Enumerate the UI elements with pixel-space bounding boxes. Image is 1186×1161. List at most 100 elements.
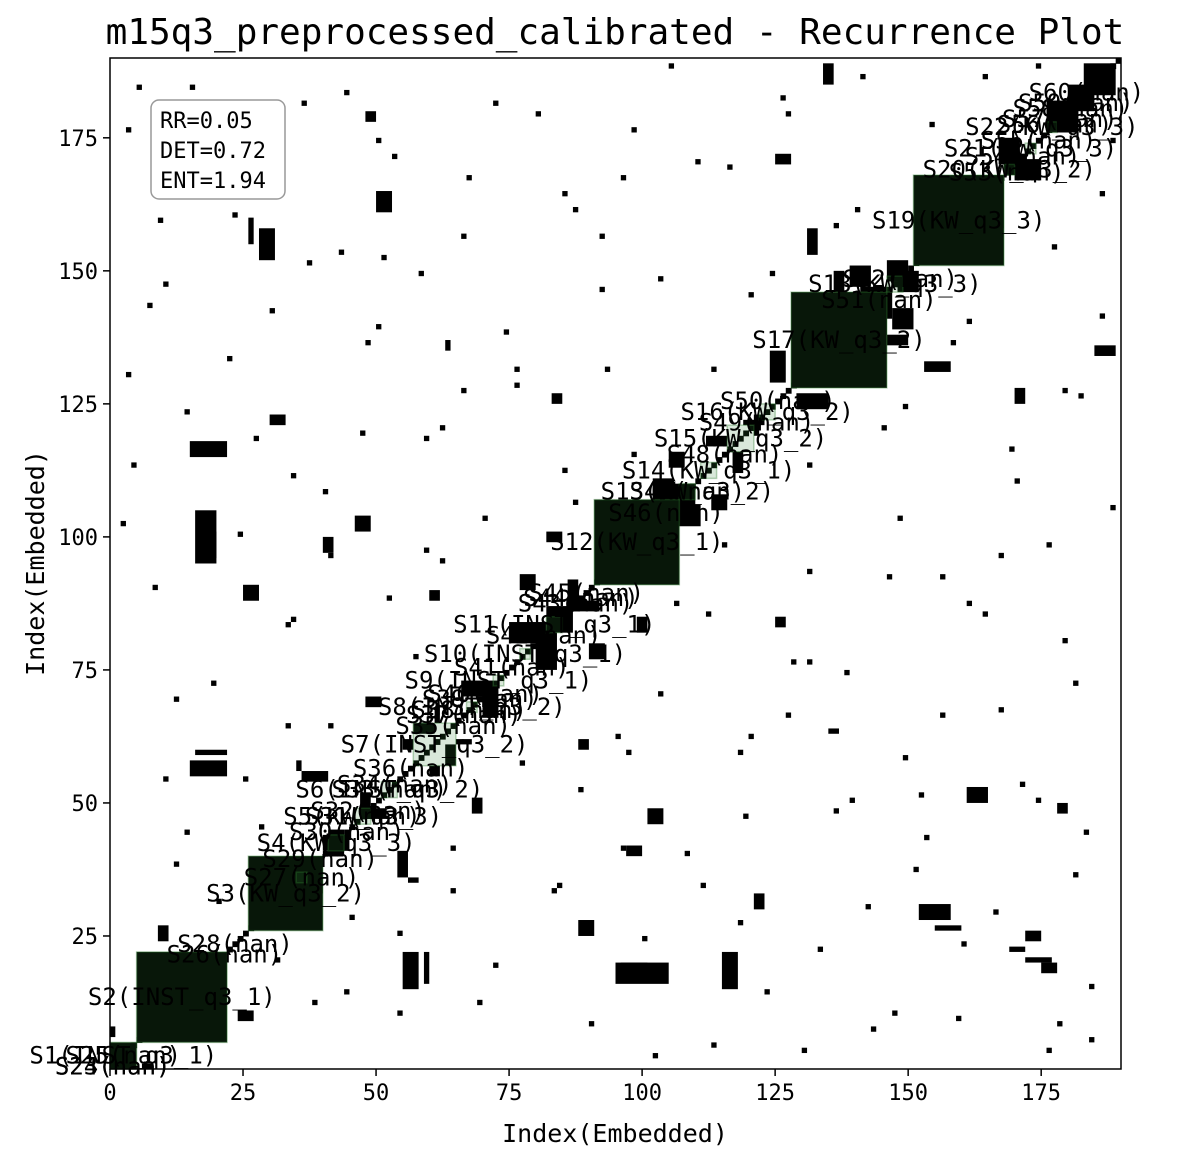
- recurrence-point: [881, 425, 887, 431]
- recurrence-point: [791, 659, 797, 665]
- recurrence-block: [551, 393, 563, 404]
- recurrence-block: [296, 909, 313, 921]
- recurrence-point: [301, 100, 307, 106]
- recurrence-block: [1009, 946, 1026, 952]
- x-tick-label: 50: [363, 1081, 390, 1106]
- recurrence-point: [1051, 244, 1058, 250]
- recurrence-diagonal-point: [370, 802, 377, 809]
- segment-label: S2(INST_q3_1): [88, 983, 276, 1011]
- y-tick-label: 75: [72, 659, 99, 684]
- recurrence-point: [514, 366, 520, 372]
- recurrence-diagonal-point: [1030, 143, 1037, 149]
- recurrence-block: [705, 435, 728, 447]
- segment-label: S23(nan): [55, 1052, 171, 1080]
- plot-frame: [109, 57, 1122, 1070]
- recurrence-point: [1083, 829, 1090, 835]
- recurrence-diagonal-point: [737, 435, 744, 442]
- recurrence-point: [918, 792, 925, 798]
- segment-label: S28(nan): [177, 930, 293, 958]
- recurrence-point: [1046, 542, 1052, 548]
- recurrence-diagonal-point: [892, 281, 899, 288]
- recurrence-diagonal-point: [354, 818, 361, 825]
- segment-label: S56(nan): [997, 111, 1113, 139]
- segment-label: S12(KW_q3_1): [550, 528, 723, 556]
- recurrence-block: [248, 217, 254, 245]
- recurrence-point: [439, 425, 446, 431]
- recurrence-diagonal-point: [392, 781, 398, 788]
- recurrence-point: [807, 568, 813, 575]
- recurrence-block: [1057, 802, 1068, 814]
- recurrence-block: [567, 579, 579, 612]
- segment-label: S31(nan): [305, 802, 421, 830]
- recurrence-diagonal-point: [716, 457, 723, 463]
- recurrence-point: [227, 355, 233, 362]
- recurrence-point: [993, 909, 999, 915]
- recurrence-diagonal-point: [759, 414, 765, 421]
- recurrence-point: [322, 489, 329, 495]
- recurrence-diagonal-point: [514, 659, 521, 666]
- recurrence-block: [828, 728, 839, 734]
- segment-box: [1045, 121, 1058, 134]
- recurrence-diagonal-point: [381, 792, 388, 799]
- stats-box-frame: [150, 99, 286, 200]
- recurrence-block: [626, 845, 643, 857]
- recurrence-block: [189, 760, 228, 777]
- recurrence-block: [110, 1042, 137, 1069]
- recurrence-block: [886, 334, 909, 346]
- recurrence-diagonal-point: [232, 941, 239, 948]
- recurrence-block: [775, 616, 786, 628]
- recurrence-block: [402, 951, 419, 990]
- segment-box: [1003, 163, 1016, 176]
- recurrence-block: [195, 749, 228, 756]
- stat-ent: ENT=1.94: [160, 169, 266, 194]
- segment-label: S47(nan): [630, 478, 746, 506]
- segment-box: [678, 482, 697, 501]
- recurrence-point: [956, 1015, 962, 1022]
- recurrence-block: [413, 723, 435, 734]
- recurrence-point: [865, 904, 871, 910]
- recurrence-block: [519, 574, 536, 591]
- recurrence-diagonal-point: [509, 664, 515, 671]
- recurrence-block: [157, 925, 169, 942]
- recurrence-point: [902, 755, 909, 761]
- segment-label: S35(nan): [395, 712, 511, 740]
- x-tick-label: 0: [103, 1081, 116, 1106]
- recurrence-block: [668, 451, 685, 468]
- recurrence-layer: [110, 58, 1122, 1070]
- recurrence-point: [514, 382, 520, 388]
- segment-label: S30(nan): [289, 818, 405, 846]
- recurrence-diagonal-point: [322, 850, 329, 857]
- segment-box: [465, 701, 478, 714]
- recurrence-point: [184, 829, 190, 835]
- y-axis-label: Index(Embedded): [21, 450, 50, 676]
- recurrence-block: [429, 590, 440, 601]
- segment-label: S9(INST_q3_1): [405, 667, 593, 695]
- x-axis: 0 25 50 75 100 125 150 175: [103, 1069, 1061, 1106]
- recurrence-point: [423, 435, 430, 442]
- recurrence-point: [258, 824, 265, 830]
- recurrence-point: [125, 371, 132, 378]
- recurrence-diagonal-point: [423, 749, 430, 756]
- recurrence-block: [546, 531, 563, 543]
- recurrence-point: [120, 520, 126, 527]
- segment-label: S10(INST_q3_1): [424, 640, 626, 668]
- recurrence-point: [344, 89, 350, 96]
- recurrence-point: [562, 191, 568, 197]
- recurrence-diagonal-point: [525, 648, 531, 655]
- recurrence-point: [386, 595, 393, 601]
- recurrence-point: [572, 499, 579, 505]
- segment-box: [380, 780, 399, 799]
- recurrence-block: [721, 951, 738, 990]
- segment-box: [545, 615, 564, 634]
- recurrence-block: [753, 414, 760, 436]
- recurrence-block: [663, 504, 701, 527]
- recurrence-point: [1089, 1037, 1095, 1043]
- plot-area: S1(INST_q3_1) S2(INST_q3_1) S3(KW_q3_2) S4(…: [29, 57, 1144, 1080]
- recurrence-point: [338, 249, 345, 255]
- recurrence-block: [258, 866, 270, 883]
- y-tick-label: 100: [58, 526, 98, 551]
- recurrence-block: [200, 962, 217, 979]
- recurrence-point: [817, 946, 824, 952]
- recurrence-point: [764, 989, 770, 995]
- segment-label: S15(KW_q3_2): [654, 424, 827, 452]
